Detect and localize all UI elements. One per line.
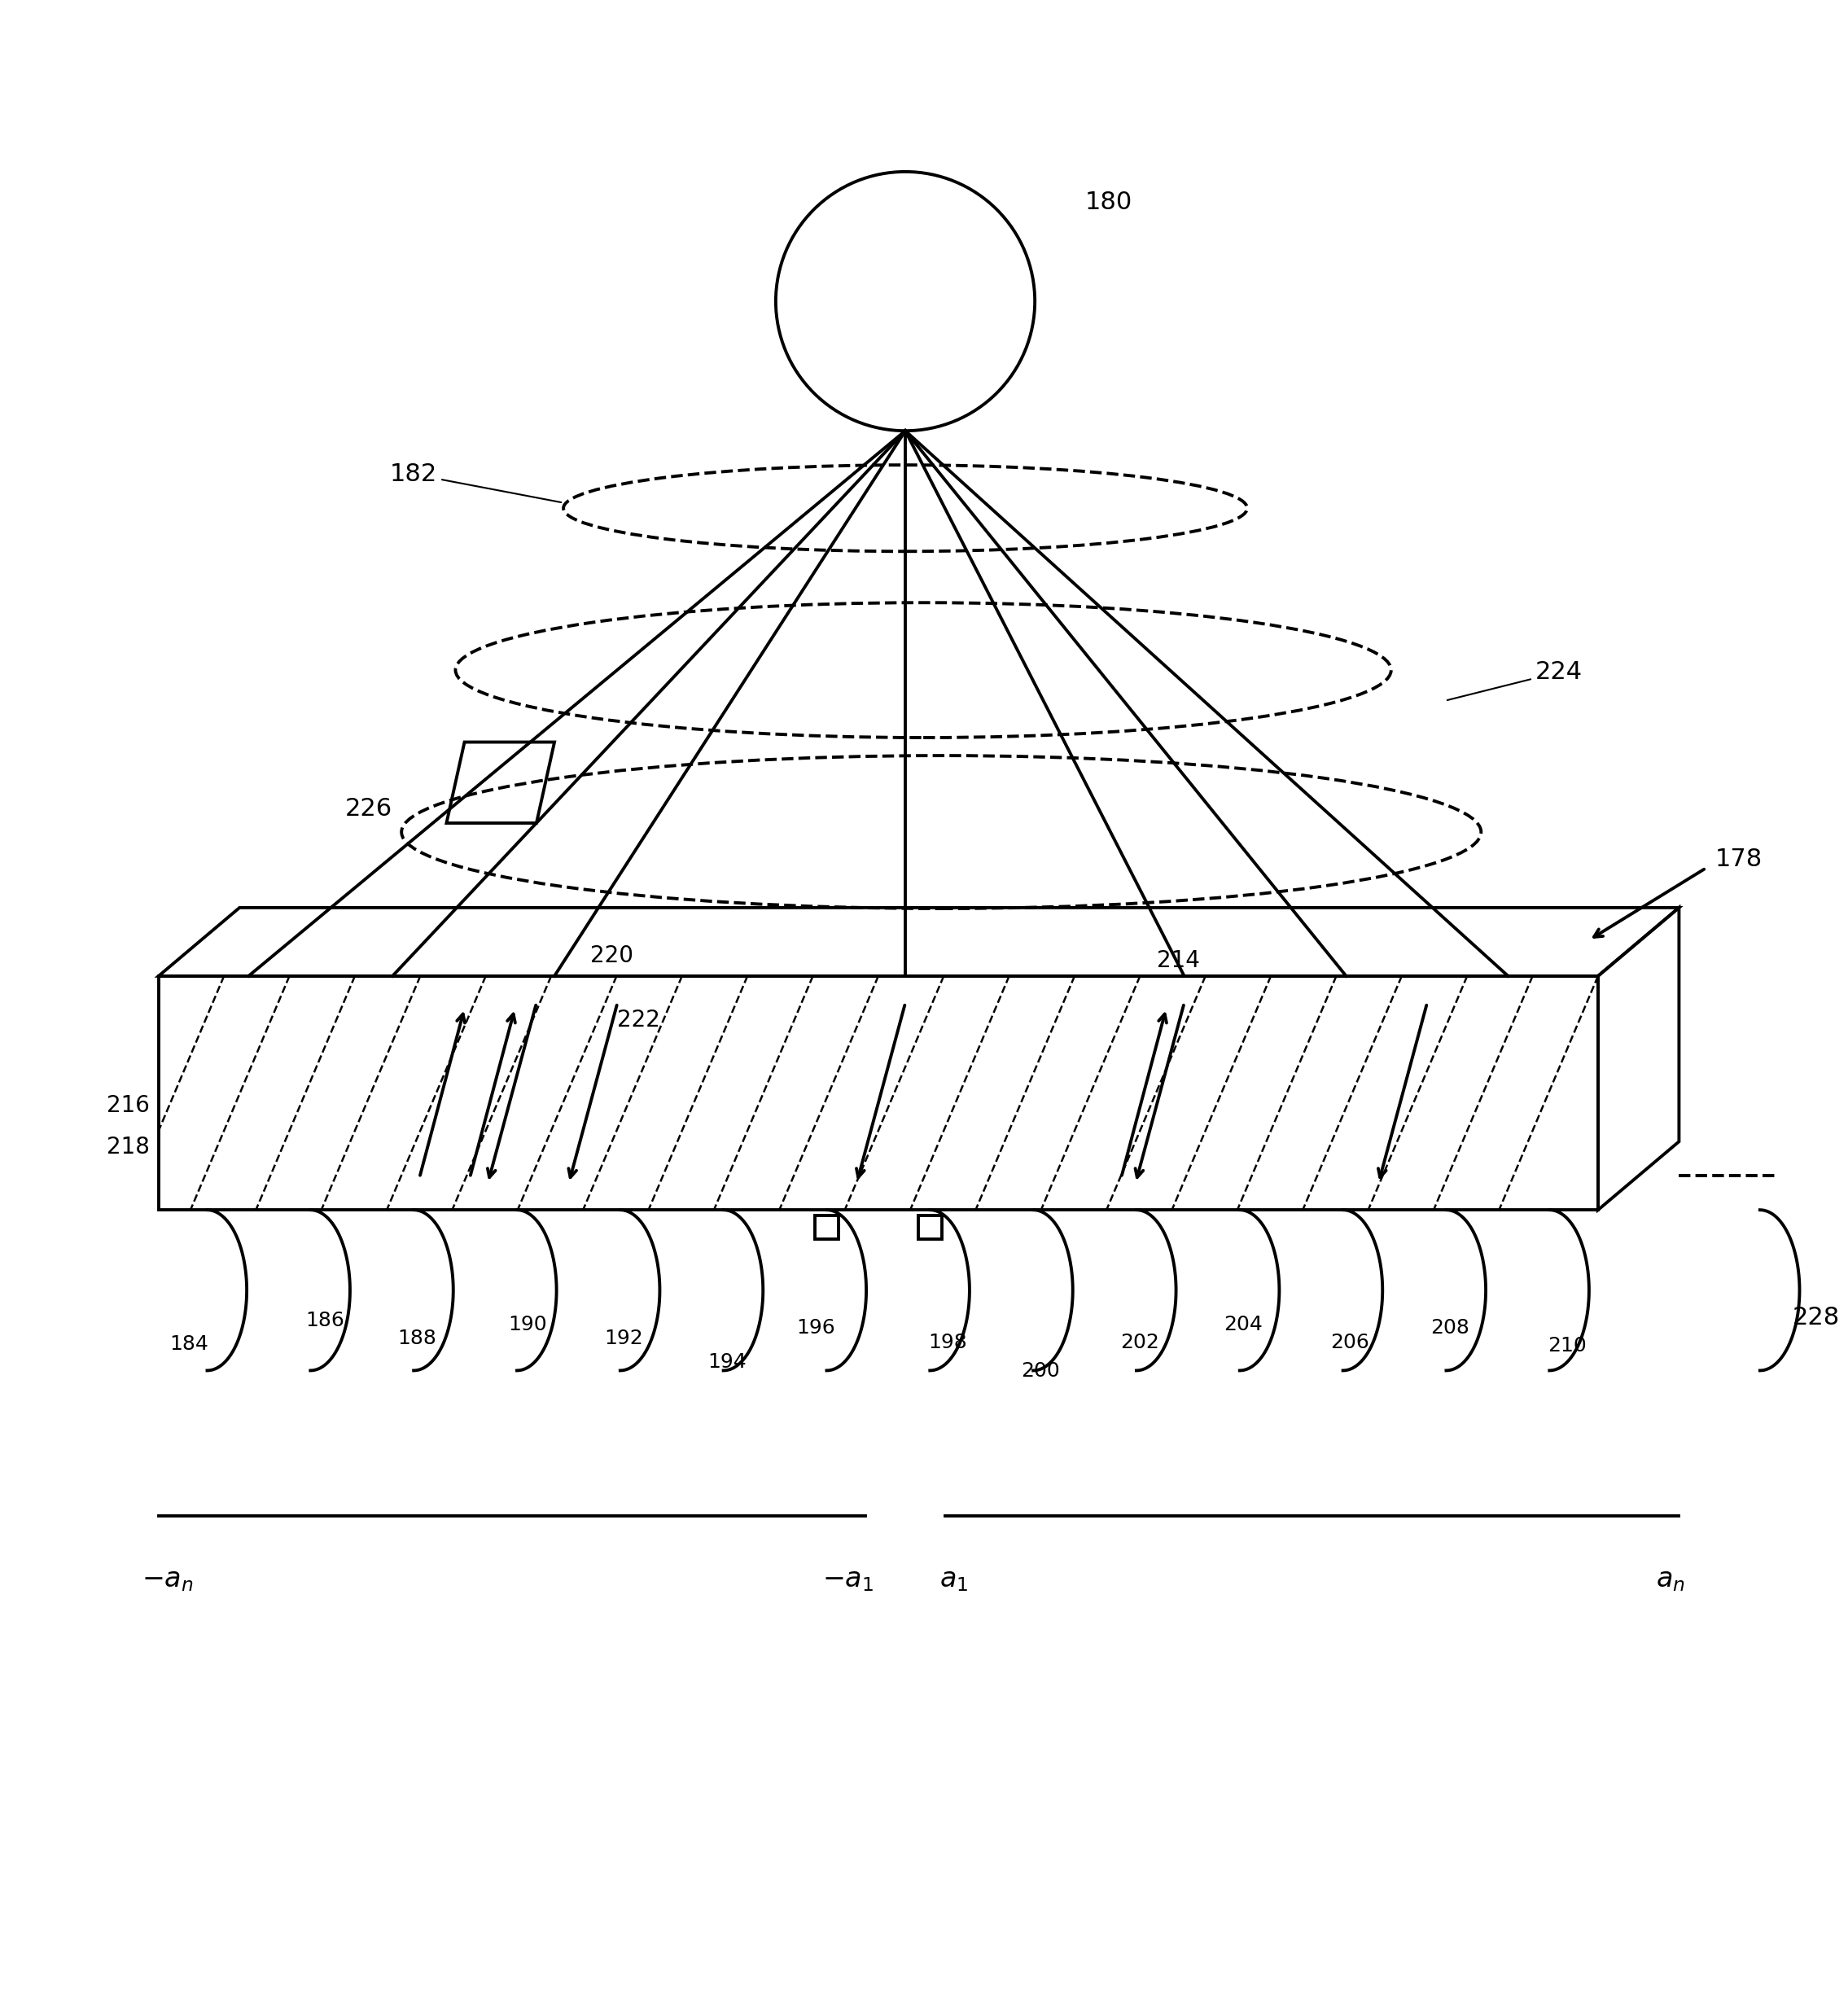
Text: $a_n$: $a_n$ bbox=[1656, 1567, 1685, 1593]
Text: 210: 210 bbox=[1549, 1336, 1587, 1356]
Text: 194: 194 bbox=[708, 1352, 747, 1372]
Text: 220: 220 bbox=[590, 945, 634, 967]
Text: 178: 178 bbox=[1715, 847, 1763, 871]
Text: 196: 196 bbox=[796, 1318, 835, 1338]
Bar bbox=[918, 1216, 942, 1240]
Text: 224: 224 bbox=[1447, 660, 1582, 700]
Text: $-a_1$: $-a_1$ bbox=[822, 1567, 874, 1593]
Text: 214: 214 bbox=[1157, 949, 1199, 973]
Text: 192: 192 bbox=[604, 1328, 643, 1348]
Text: 228: 228 bbox=[1793, 1306, 1841, 1330]
Text: 218: 218 bbox=[107, 1135, 150, 1157]
Text: 202: 202 bbox=[1120, 1332, 1159, 1352]
Text: 206: 206 bbox=[1331, 1332, 1369, 1352]
Text: $a_1$: $a_1$ bbox=[939, 1567, 968, 1593]
Text: 184: 184 bbox=[170, 1334, 209, 1354]
Bar bbox=[815, 1216, 839, 1240]
Text: $-a_n$: $-a_n$ bbox=[142, 1567, 194, 1593]
Text: 222: 222 bbox=[617, 1009, 660, 1031]
Text: 188: 188 bbox=[397, 1328, 436, 1348]
Text: 186: 186 bbox=[305, 1312, 344, 1330]
Text: 200: 200 bbox=[1020, 1362, 1059, 1380]
Text: 180: 180 bbox=[1085, 191, 1133, 215]
Text: 216: 216 bbox=[107, 1093, 150, 1117]
Text: 190: 190 bbox=[508, 1314, 547, 1334]
Text: 204: 204 bbox=[1223, 1314, 1262, 1334]
Text: 226: 226 bbox=[346, 796, 392, 820]
Text: 208: 208 bbox=[1430, 1318, 1469, 1338]
Text: 198: 198 bbox=[928, 1332, 967, 1352]
Text: 182: 182 bbox=[390, 463, 562, 502]
